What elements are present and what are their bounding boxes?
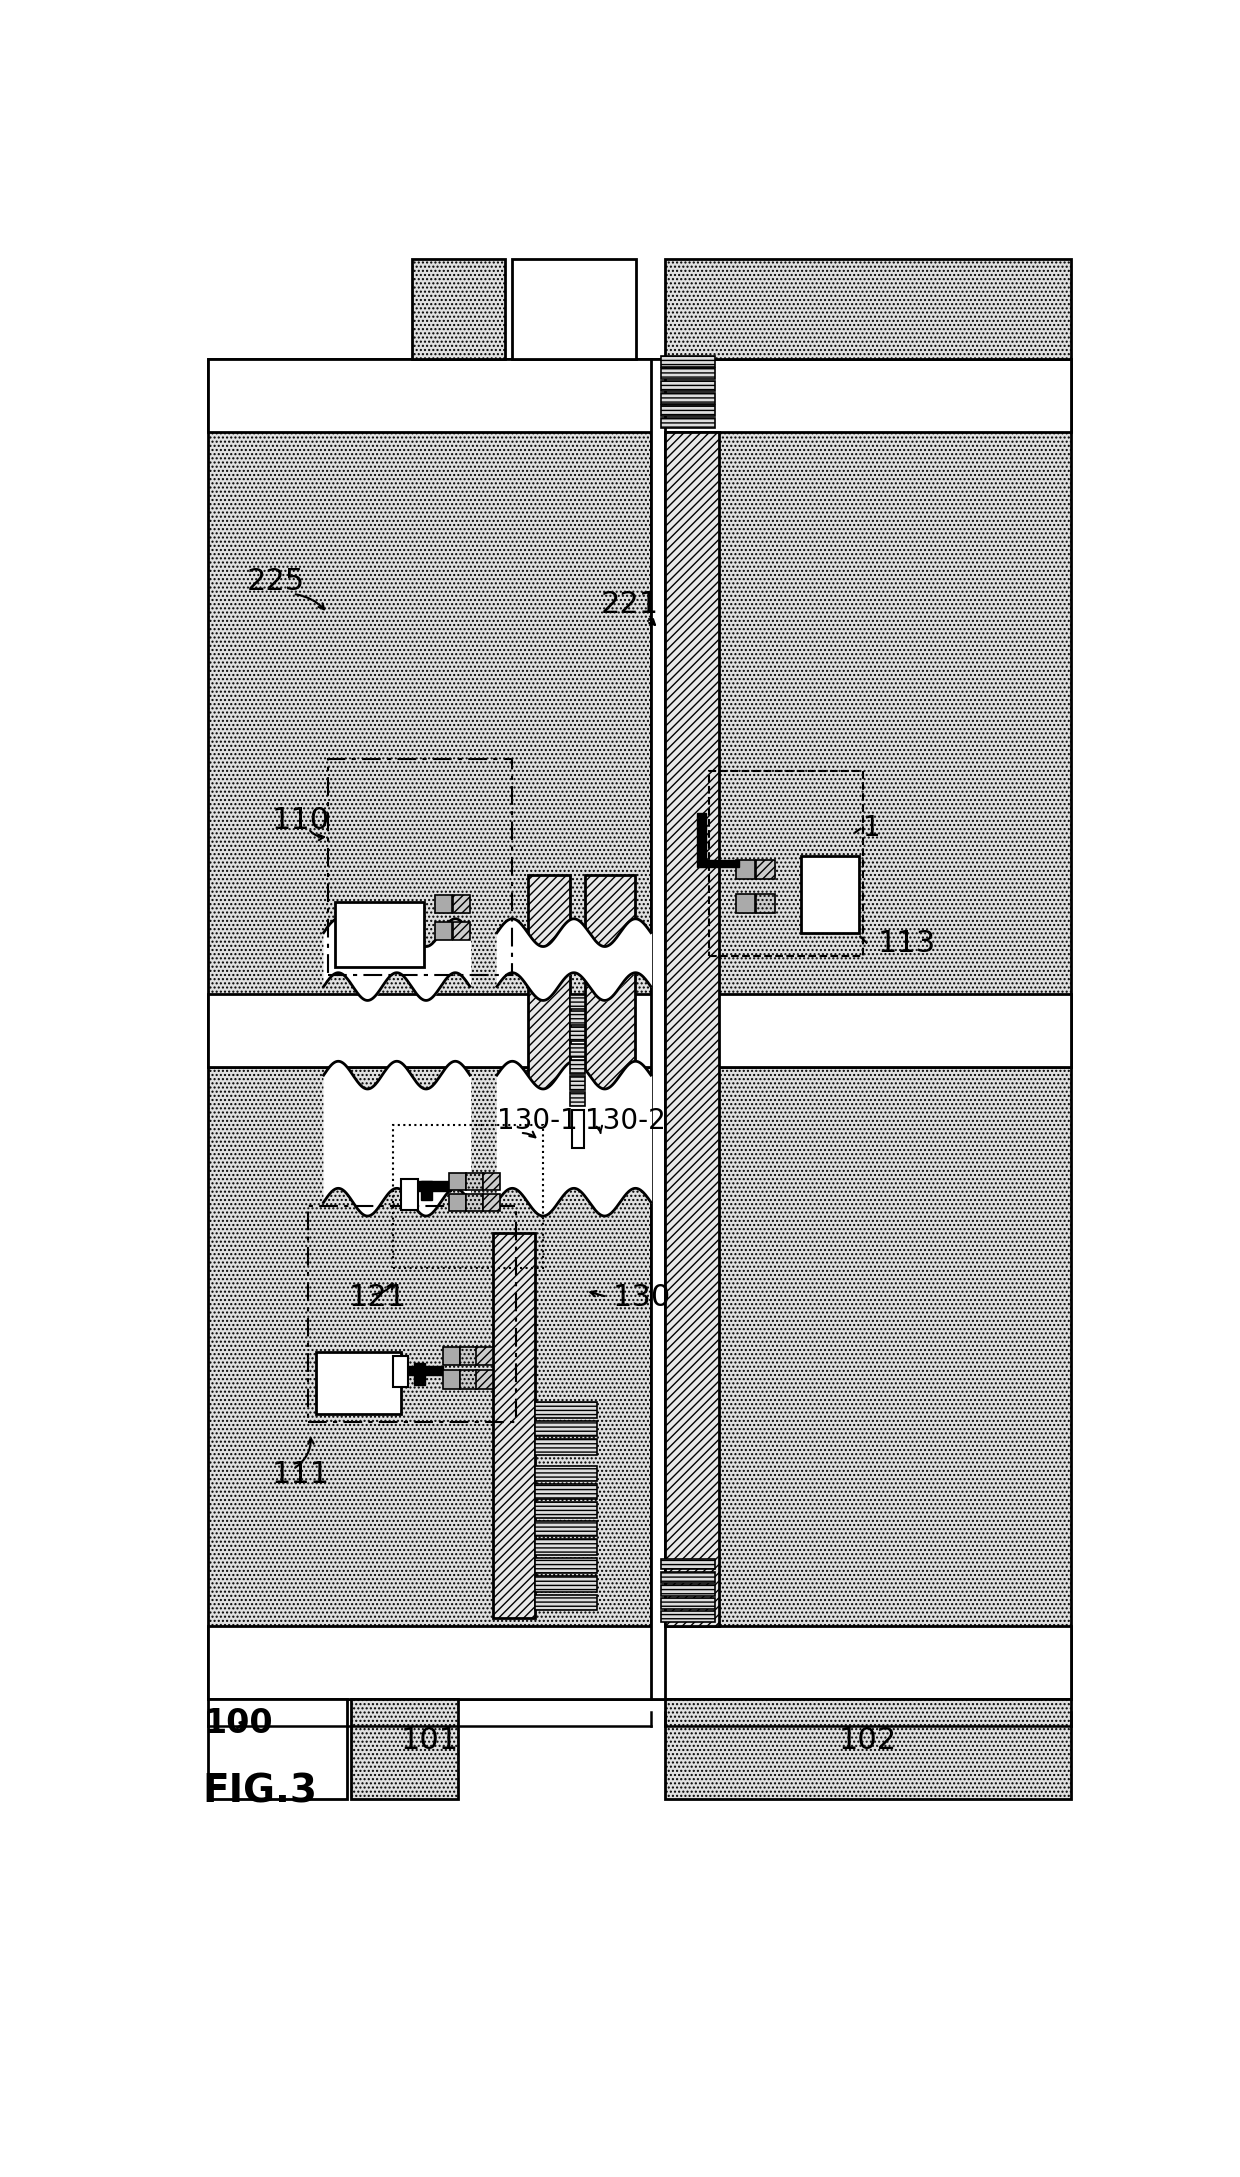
Bar	[585, 875, 635, 1115]
Bar	[570, 1060, 585, 1073]
Bar	[443, 1348, 460, 1365]
Bar	[572, 1110, 584, 1147]
Bar	[309, 1206, 516, 1422]
Bar	[665, 433, 719, 1626]
Bar	[661, 392, 714, 403]
Bar	[327, 760, 512, 975]
Bar	[316, 1352, 401, 1413]
Bar	[661, 357, 714, 366]
Bar	[208, 1626, 1070, 1698]
Bar	[661, 1585, 714, 1596]
Text: 110: 110	[272, 805, 330, 834]
Bar	[665, 1698, 1070, 1798]
Bar	[435, 921, 453, 940]
Bar	[735, 895, 755, 914]
Bar	[208, 1698, 347, 1798]
Bar	[536, 1539, 596, 1554]
Bar	[570, 1075, 585, 1091]
Bar	[404, 1367, 443, 1376]
Bar	[453, 921, 470, 940]
Bar	[570, 1093, 585, 1106]
Bar	[665, 359, 1070, 1067]
Bar	[708, 771, 863, 956]
Bar	[494, 1232, 536, 1618]
Text: 130-2: 130-2	[585, 1108, 666, 1134]
Text: 130-1: 130-1	[497, 1108, 578, 1134]
Bar	[449, 1195, 466, 1210]
Bar	[466, 1173, 484, 1191]
Bar	[735, 860, 755, 880]
Bar	[661, 1611, 714, 1622]
Bar	[422, 1180, 433, 1200]
Bar	[460, 1369, 477, 1389]
Bar	[449, 1173, 466, 1191]
Text: 130: 130	[613, 1282, 671, 1313]
Bar	[536, 1402, 596, 1417]
Text: 121: 121	[350, 1282, 407, 1313]
Bar	[393, 1126, 543, 1267]
Bar	[697, 860, 739, 866]
Text: 111: 111	[272, 1461, 330, 1489]
Bar	[512, 259, 635, 359]
Bar	[661, 405, 714, 416]
Bar	[661, 368, 714, 379]
Text: 101: 101	[401, 1726, 459, 1755]
Text: 113: 113	[878, 930, 936, 958]
Text: 102: 102	[838, 1726, 897, 1755]
Bar	[661, 1572, 714, 1583]
Text: 221: 221	[601, 590, 658, 618]
Bar	[476, 1369, 494, 1389]
Bar	[484, 1195, 500, 1210]
Bar	[536, 1465, 596, 1480]
Bar	[536, 1502, 596, 1517]
Bar	[401, 1180, 418, 1210]
Bar	[443, 1369, 460, 1389]
Bar	[435, 895, 453, 914]
Bar	[528, 875, 570, 1115]
Bar	[570, 1028, 585, 1041]
Bar	[651, 359, 665, 1698]
Bar	[661, 381, 714, 392]
Bar	[661, 418, 714, 429]
Bar	[570, 1043, 585, 1058]
Bar	[460, 1348, 477, 1365]
Bar	[755, 860, 775, 880]
Bar	[208, 359, 1070, 433]
Text: 100: 100	[203, 1707, 273, 1739]
Text: 1: 1	[863, 814, 880, 842]
Bar	[755, 895, 775, 914]
Bar	[536, 1596, 596, 1611]
Bar	[393, 1356, 408, 1387]
Bar	[570, 995, 585, 1008]
Bar	[208, 995, 1070, 1067]
Bar	[335, 901, 424, 967]
Bar	[665, 259, 1070, 359]
Bar	[453, 895, 470, 914]
Bar	[536, 1522, 596, 1537]
Bar	[351, 1698, 459, 1798]
Bar	[661, 1598, 714, 1609]
Text: FIG.3: FIG.3	[203, 1772, 317, 1811]
Bar	[414, 1363, 424, 1385]
Bar	[412, 259, 505, 359]
Text: 225: 225	[247, 566, 305, 596]
Bar	[476, 1348, 494, 1365]
Bar	[536, 1576, 596, 1591]
Bar	[536, 1422, 596, 1437]
Bar	[697, 814, 707, 860]
Bar	[536, 1439, 596, 1454]
Bar	[412, 1182, 450, 1191]
Bar	[466, 1195, 484, 1210]
Bar	[536, 1485, 596, 1500]
Bar	[665, 1067, 1070, 1698]
Bar	[801, 856, 859, 932]
Bar	[661, 1559, 714, 1570]
Bar	[570, 1012, 585, 1025]
Bar	[536, 1559, 596, 1574]
Bar	[208, 359, 651, 1067]
Bar	[484, 1173, 500, 1191]
Bar	[208, 1067, 651, 1698]
